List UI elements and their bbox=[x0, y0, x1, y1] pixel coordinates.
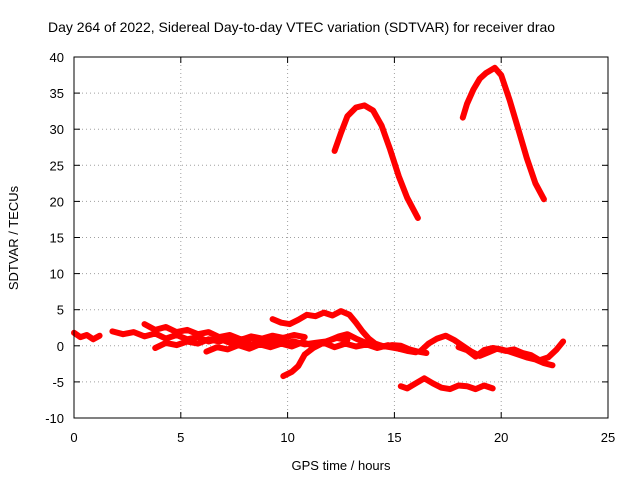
series-arc-12 bbox=[459, 64, 547, 203]
y-tick-label: 20 bbox=[50, 194, 64, 209]
x-tick-label: 0 bbox=[70, 430, 77, 445]
y-tick-label: 10 bbox=[50, 267, 64, 282]
y-axis-ticks: -10 -5 0 5 10 15 20 25 30 35 40 bbox=[45, 50, 608, 426]
y-tick-label: -10 bbox=[45, 411, 64, 426]
y-tick-label: 5 bbox=[57, 303, 64, 318]
y-axis-label: SDTVAR / TECUs bbox=[6, 185, 21, 290]
x-tick-label: 25 bbox=[601, 430, 615, 445]
series-layer bbox=[71, 64, 567, 393]
y-tick-label: 15 bbox=[50, 231, 64, 246]
x-tick-label: 15 bbox=[387, 430, 401, 445]
series-arc-1 bbox=[71, 329, 103, 343]
series-arc-7 bbox=[280, 331, 419, 380]
series-arc-8 bbox=[331, 102, 421, 221]
y-tick-label: 40 bbox=[50, 50, 64, 65]
y-tick-label: 25 bbox=[50, 158, 64, 173]
series-arc-6 bbox=[269, 308, 430, 356]
y-tick-label: -5 bbox=[52, 375, 64, 390]
x-axis-ticks: 0 5 10 15 20 25 bbox=[70, 57, 615, 445]
x-tick-label: 10 bbox=[280, 430, 294, 445]
x-tick-label: 5 bbox=[177, 430, 184, 445]
x-axis-label: GPS time / hours bbox=[292, 458, 391, 473]
series-arc-4 bbox=[152, 332, 308, 351]
chart-title: Day 264 of 2022, Sidereal Day-to-day VTE… bbox=[48, 19, 555, 35]
series-arc-9 bbox=[397, 375, 496, 393]
x-tick-label: 20 bbox=[494, 430, 508, 445]
series-arc-11 bbox=[455, 344, 556, 369]
y-tick-label: 30 bbox=[50, 122, 64, 137]
grid-lines bbox=[74, 57, 608, 418]
y-tick-label: 35 bbox=[50, 86, 64, 101]
y-tick-label: 0 bbox=[57, 339, 64, 354]
